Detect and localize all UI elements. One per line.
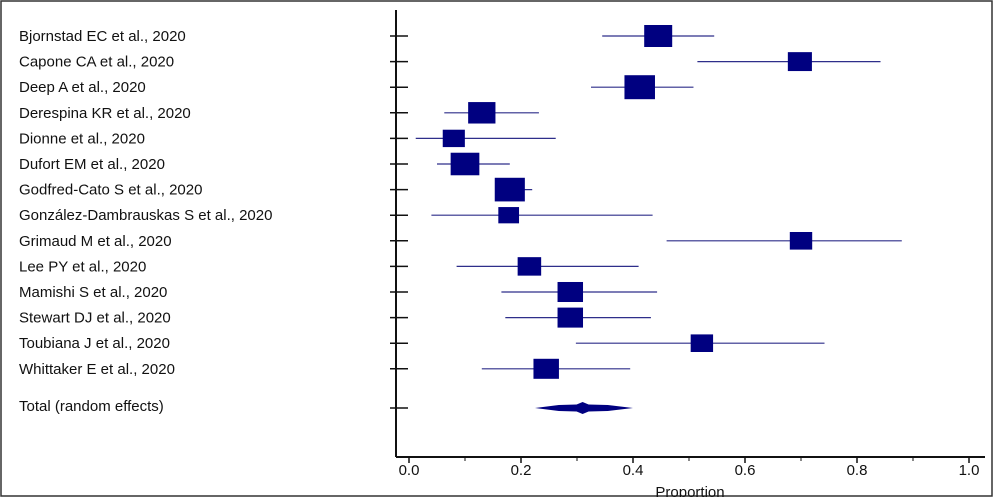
study-label: Derespina KR et al., 2020 (19, 105, 191, 122)
study-label: Stewart DJ et al., 2020 (19, 310, 171, 327)
study-label: Deep A et al., 2020 (19, 79, 146, 96)
study-label: Lee PY et al., 2020 (19, 258, 146, 275)
study-marker (789, 232, 813, 250)
plot-axes: 0.0 0.2 0.4 0.6 0.8 1.0 (390, 10, 985, 479)
x-tick-label: 0.2 (511, 462, 532, 479)
x-tick-label: 0.8 (847, 462, 868, 479)
study-marker (468, 102, 496, 124)
study-labels: Bjornstad EC et al., 2020 Capone CA et al… (19, 28, 272, 415)
plot-marks (415, 25, 902, 414)
pooled-label: Total (random effects) (19, 398, 164, 415)
study-marker (690, 334, 714, 352)
study-label: Whittaker E et al., 2020 (19, 361, 175, 378)
study-label: Grimaud M et al., 2020 (19, 233, 172, 250)
study-marker (498, 207, 520, 224)
study-marker (517, 257, 542, 276)
study-label: Mamishi S et al., 2020 (19, 284, 167, 301)
study-marker (624, 75, 655, 100)
study-marker (644, 25, 673, 47)
study-label: Godfred-Cato S et al., 2020 (19, 182, 202, 199)
study-label: Capone CA et al., 2020 (19, 54, 174, 71)
study-marker (494, 177, 525, 202)
x-tick-label: 0.4 (623, 462, 644, 479)
x-tick-label: 0.0 (399, 462, 420, 479)
x-tick-label: 0.6 (735, 462, 756, 479)
study-label: Bjornstad EC et al., 2020 (19, 28, 186, 45)
study-marker (787, 52, 812, 72)
pooled-diamond (535, 402, 633, 414)
x-tick-label: 1.0 (959, 462, 980, 479)
study-label: González-Dambrauskas S et al., 2020 (19, 207, 272, 224)
study-marker (450, 152, 480, 176)
study-marker (533, 358, 559, 379)
study-label: Dufort EM et al., 2020 (19, 156, 165, 173)
study-label: Toubiana J et al., 2020 (19, 335, 170, 352)
study-marker (442, 129, 465, 148)
study-label: Dionne et al., 2020 (19, 130, 145, 147)
study-marker (557, 281, 584, 303)
x-axis-label: Proportion (655, 484, 724, 497)
study-marker (557, 307, 584, 328)
